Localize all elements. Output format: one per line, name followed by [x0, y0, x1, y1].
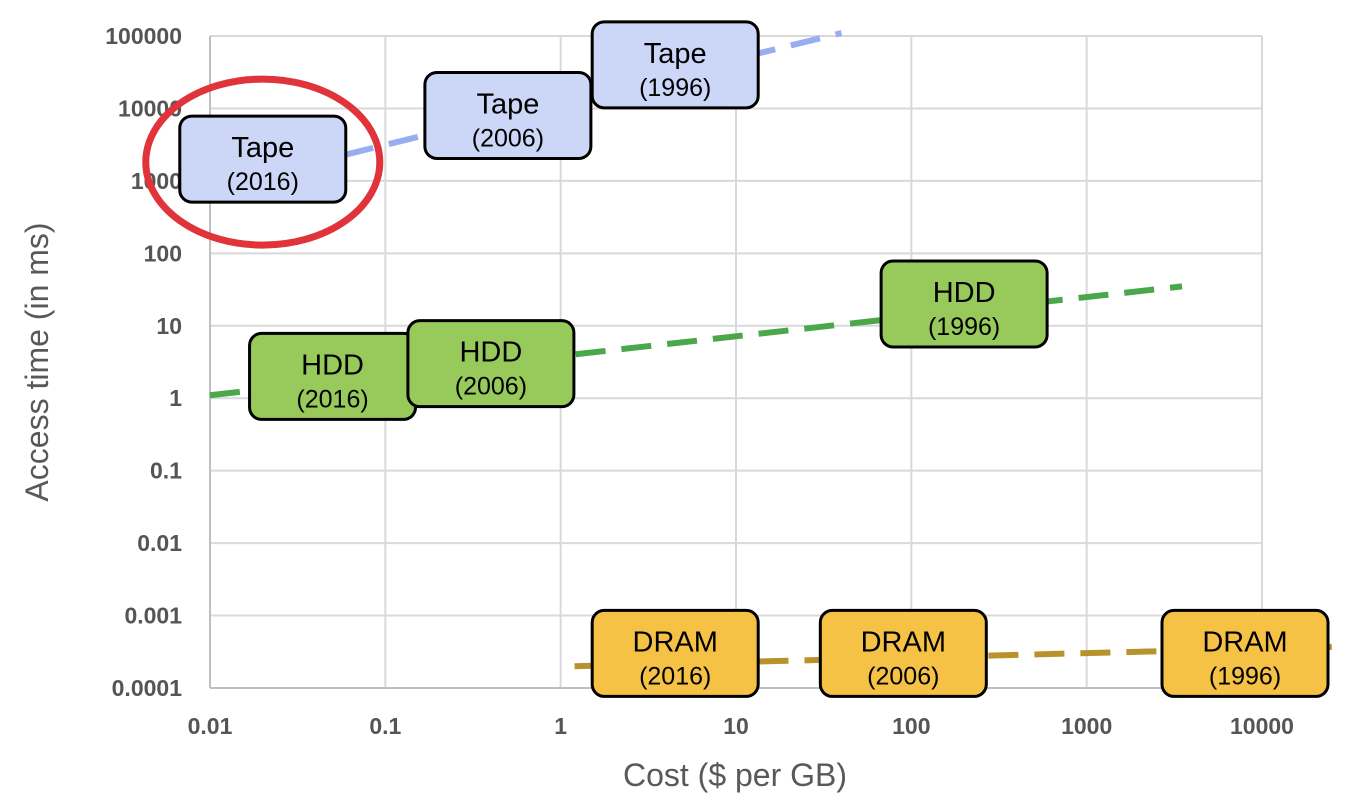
hdd-point: HDD (1996) [879, 259, 1049, 349]
x-tick-label: 0.1 [369, 713, 401, 739]
dram-point-box [818, 608, 988, 698]
x-tick-labels: 0.01 0.1 1 10 100 1000 10000 [188, 713, 1294, 739]
point-label: DRAM [633, 626, 718, 658]
point-year-label: (2016) [296, 385, 368, 413]
point-year-label: (1996) [928, 313, 1000, 341]
x-tick-label: 10000 [1230, 713, 1294, 739]
x-tick-label: 0.01 [188, 713, 233, 739]
data-point-boxes: Tape(2016)Tape(2006)Tape(1996)HDD(2016)H… [178, 20, 1330, 698]
point-year-label: (1996) [639, 74, 711, 102]
x-axis-label: Cost ($ per GB) [623, 757, 847, 793]
y-tick-label: 1 [169, 385, 182, 411]
point-label: Tape [476, 88, 539, 120]
dram-point: DRAM (1996) [1160, 608, 1330, 698]
tape-point-box [590, 20, 760, 110]
hdd-point-box [879, 259, 1049, 349]
tape-point: Tape (2006) [423, 70, 593, 160]
x-tick-label: 100 [892, 713, 930, 739]
hdd-point-box [406, 319, 576, 409]
dram-point: DRAM (2006) [818, 608, 988, 698]
y-tick-label: 0.01 [137, 530, 182, 556]
tape-point: Tape (2016) [178, 114, 348, 204]
x-tick-label: 10 [723, 713, 749, 739]
point-year-label: (2006) [455, 373, 527, 401]
tape-point-box [423, 70, 593, 160]
point-year-label: (2016) [227, 168, 299, 196]
hdd-point: HDD (2006) [406, 319, 576, 409]
dram-point-box [1160, 608, 1330, 698]
point-label: Tape [231, 132, 294, 164]
tape-point: Tape (1996) [590, 20, 760, 110]
y-tick-label: 0.001 [124, 603, 182, 629]
y-tick-label: 0.0001 [112, 675, 183, 701]
y-tick-label: 100 [144, 240, 182, 266]
point-label: HDD [301, 349, 364, 381]
dram-point-box [590, 608, 760, 698]
annotation-layer [142, 75, 384, 249]
highlight-circle [142, 75, 384, 249]
hdd-point: HDD (2016) [248, 331, 418, 421]
x-tick-label: 1000 [1061, 713, 1112, 739]
point-label: HDD [459, 337, 522, 369]
point-year-label: (2016) [639, 662, 711, 690]
x-tick-label: 1 [554, 713, 567, 739]
y-tick-label: 1000 [131, 168, 182, 194]
dram-point: DRAM (2016) [590, 608, 760, 698]
tape-point-box [178, 114, 348, 204]
point-year-label: (1996) [1209, 662, 1281, 690]
point-year-label: (2006) [867, 662, 939, 690]
point-label: HDD [933, 277, 996, 309]
point-label: DRAM [861, 626, 946, 658]
y-axis-label: Access time (in ms) [19, 222, 55, 501]
point-label: DRAM [1202, 626, 1287, 658]
y-tick-label: 10 [156, 313, 182, 339]
y-tick-label: 100000 [105, 23, 182, 49]
y-tick-label: 0.1 [150, 458, 182, 484]
point-label: Tape [644, 38, 707, 70]
point-year-label: (2006) [472, 124, 544, 152]
